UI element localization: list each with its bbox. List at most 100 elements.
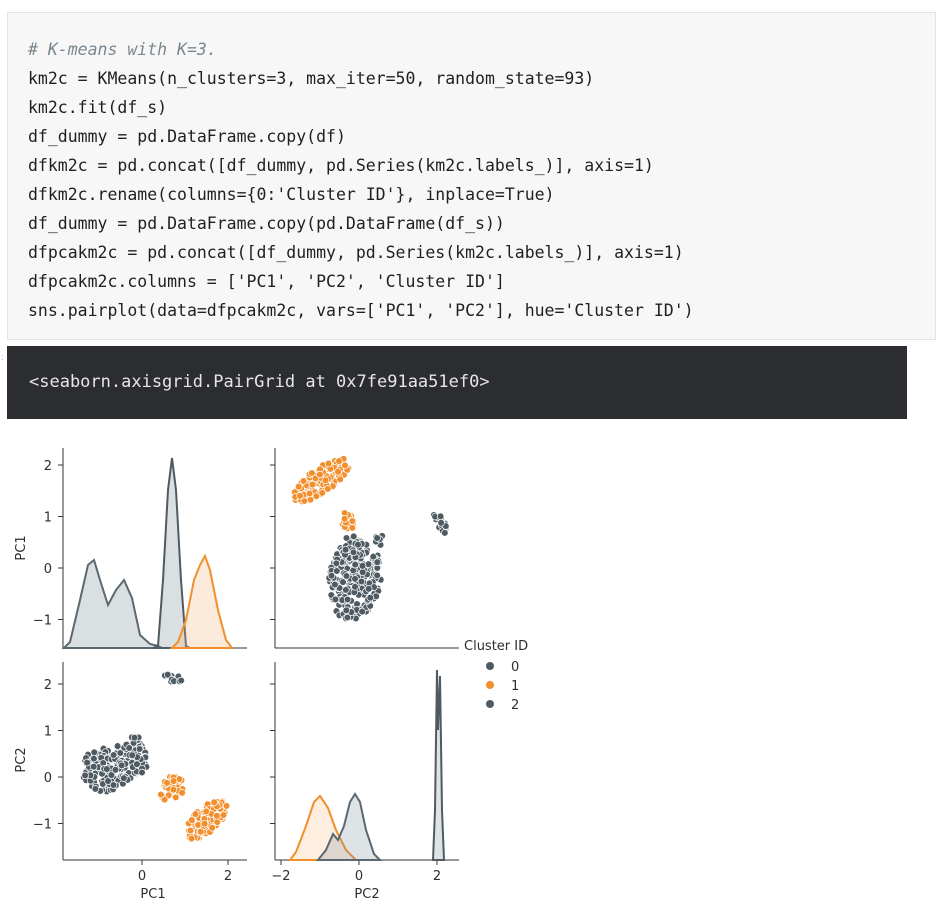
- scatter-point-cluster-0: [352, 583, 359, 590]
- scatter-point-cluster-0: [340, 579, 347, 586]
- scatter-point-cluster-0: [350, 533, 357, 540]
- scatter-point-cluster-1: [349, 518, 356, 525]
- scatter-point-cluster-0: [110, 782, 117, 789]
- scatter-point-cluster-0: [374, 572, 381, 579]
- scatter-point-cluster-1: [189, 817, 196, 824]
- scatter-point-cluster-0: [365, 585, 372, 592]
- scatter-point-cluster-1: [297, 492, 304, 499]
- scatter-point-cluster-1: [211, 799, 218, 806]
- scatter-point-cluster-0: [344, 596, 351, 603]
- y-tick-label: 2: [44, 459, 52, 474]
- x-tick-label: 0: [138, 869, 146, 884]
- scatter-point-cluster-2: [438, 519, 445, 526]
- scatter-point-cluster-0: [332, 581, 339, 588]
- scatter-point-cluster-1: [342, 462, 349, 469]
- scatter-point-cluster-1: [170, 786, 177, 793]
- scatter-point-cluster-0: [112, 766, 119, 773]
- code-editor[interactable]: # K-means with K=3. km2c = KMeans(n_clust…: [28, 35, 694, 325]
- scatter-point-cluster-0: [367, 594, 374, 601]
- legend-marker: [486, 681, 494, 689]
- pairplot-svg: 221100−1−10 2 −2 0 2PC1PC2PC1 PC2Cluster ID01…: [0, 430, 560, 906]
- scatter-point-cluster-2: [441, 530, 448, 537]
- scatter-point-cluster-1: [158, 791, 165, 798]
- code-line: dfkm2c.rename(columns={0:'Cluster ID'}, …: [28, 180, 694, 209]
- scatter-point-cluster-0: [343, 607, 350, 614]
- scatter-point-cluster-1: [341, 515, 348, 522]
- scatter-point-cluster-0: [374, 535, 381, 542]
- scatter-point-cluster-1: [313, 493, 320, 500]
- scatter-point-cluster-1: [209, 824, 216, 831]
- scatter-point-cluster-1: [335, 468, 342, 475]
- scatter-point-cluster-0: [92, 786, 99, 793]
- axis-label-pc2-x: PC2: [354, 887, 379, 902]
- scatter-point-cluster-1: [325, 460, 332, 467]
- scatter-point-cluster-0: [118, 762, 125, 769]
- x-tick-label: 2: [224, 869, 232, 884]
- scatter-point-cluster-0: [370, 553, 377, 560]
- scatter-point-cluster-0: [120, 775, 127, 782]
- scatter-point-cluster-1: [309, 481, 316, 488]
- code-line: km2c.fit(df_s): [28, 93, 694, 122]
- kde-cluster-2-pc2: [433, 670, 444, 860]
- scatter-point-cluster-1: [324, 486, 331, 493]
- output-text: <seaborn.axisgrid.PairGrid at 0x7fe91aa5…: [29, 346, 490, 419]
- legend-marker: [486, 700, 494, 708]
- scatter-point-cluster-1: [300, 478, 307, 485]
- code-line: km2c = KMeans(n_clusters=3, max_iter=50,…: [28, 64, 694, 93]
- scatter-point-cluster-0: [332, 596, 339, 603]
- code-line: dfpcakm2c = pd.concat([df_dummy, pd.Seri…: [28, 238, 694, 267]
- scatter-point-cluster-1: [317, 471, 324, 478]
- scatter-point-cluster-1: [223, 803, 230, 810]
- axis-label-pc1-x: PC1: [140, 887, 165, 902]
- scatter-point-cluster-1: [188, 835, 195, 842]
- scatter-point-cluster-2: [437, 513, 444, 520]
- scatter-point-cluster-0: [352, 561, 359, 568]
- legend-label: 0: [511, 660, 519, 675]
- scatter-point-cluster-0: [359, 608, 366, 615]
- scatter-point-cluster-1: [187, 827, 194, 834]
- scatter-point-cluster-0: [134, 761, 141, 768]
- scatter-point-cluster-1: [164, 780, 171, 787]
- scatter-point-cluster-1: [203, 808, 210, 815]
- scatter-point-cluster-0: [359, 562, 366, 569]
- axis-label-pc1-y: PC1: [14, 535, 29, 560]
- gutter-marker: :: [1, 353, 4, 363]
- y-tick-label: −1: [33, 818, 52, 833]
- y-tick-label: 0: [44, 562, 52, 577]
- x-tick-label: −2: [271, 869, 290, 884]
- scatter-point-cluster-1: [349, 525, 356, 532]
- legend-title: Cluster ID: [464, 639, 528, 654]
- scatter-point-cluster-1: [214, 812, 221, 819]
- scatter-point-cluster-0: [110, 752, 117, 759]
- code-cell[interactable]: # K-means with K=3. km2c = KMeans(n_clust…: [7, 12, 936, 340]
- scatter-point-cluster-1: [306, 490, 313, 497]
- scatter-point-cluster-0: [352, 576, 359, 583]
- y-tick-label: 1: [44, 511, 52, 526]
- code-line: dfpcakm2c.columns = ['PC1', 'PC2', 'Clus…: [28, 267, 694, 296]
- scatter-point-cluster-0: [350, 549, 357, 556]
- scatter-point-cluster-1: [172, 794, 179, 801]
- scatter-point-cluster-0: [359, 569, 366, 576]
- kde-cluster-2-pc1: [153, 458, 190, 648]
- legend-label: 1: [511, 679, 519, 694]
- scatter-point-cluster-0: [343, 573, 350, 580]
- scatter-point-cluster-1: [201, 820, 208, 827]
- scatter-point-cluster-0: [129, 752, 136, 759]
- y-tick-label: 0: [44, 771, 52, 786]
- kde-cluster-0-pc1: [64, 560, 162, 648]
- output-cell: <seaborn.axisgrid.PairGrid at 0x7fe91aa5…: [7, 346, 907, 419]
- x-tick-label: 0: [355, 869, 363, 884]
- scatter-point-cluster-2: [178, 677, 185, 684]
- scatter-point-cluster-0: [103, 766, 110, 773]
- scatter-point-cluster-1: [192, 811, 199, 818]
- scatter-point-cluster-0: [358, 578, 365, 585]
- scatter-point-cluster-0: [343, 535, 350, 542]
- scatter-point-cluster-0: [355, 541, 362, 548]
- scatter-point-cluster-1: [322, 477, 329, 484]
- scatter-point-cluster-1: [295, 483, 302, 490]
- scatter-point-cluster-0: [90, 763, 97, 770]
- scatter-point-cluster-0: [131, 734, 138, 741]
- scatter-point-cluster-0: [82, 772, 89, 779]
- code-line: df_dummy = pd.DataFrame.copy(df): [28, 122, 694, 151]
- code-line: df_dummy = pd.DataFrame.copy(pd.DataFram…: [28, 209, 694, 238]
